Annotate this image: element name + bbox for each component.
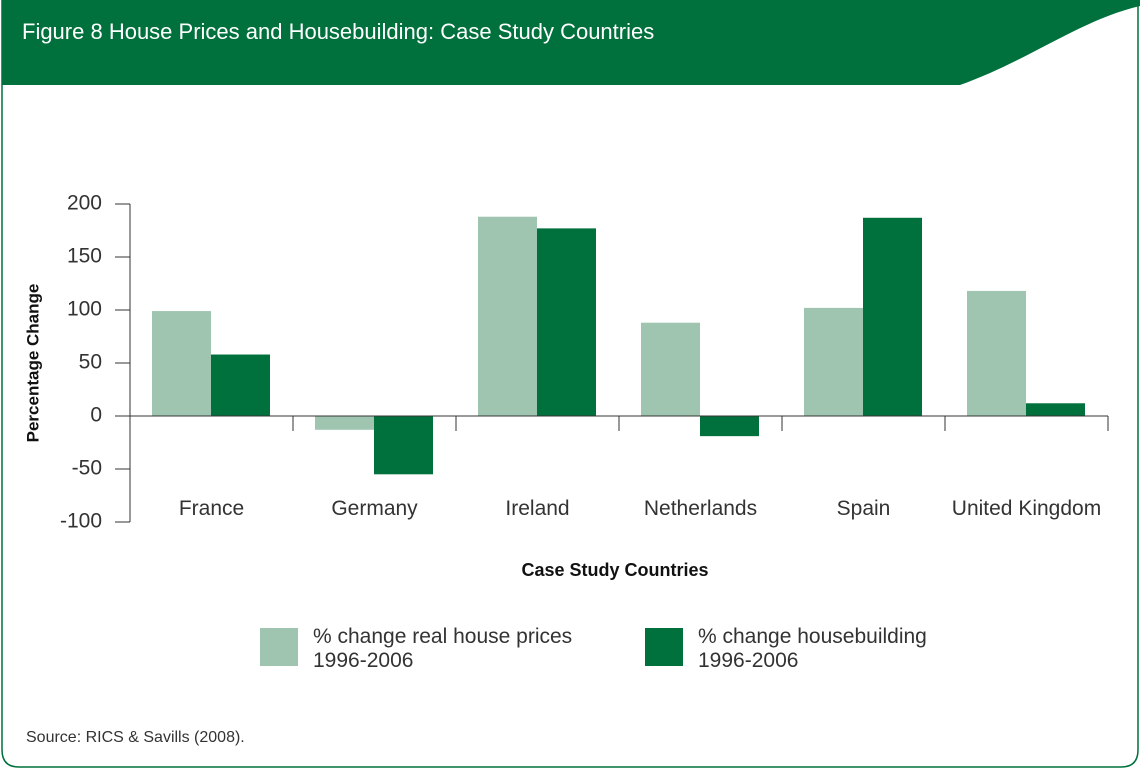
bar — [863, 217, 922, 416]
legend-swatch — [260, 628, 298, 666]
y-axis-title: Percentage Change — [23, 284, 42, 443]
y-tick-label: -50 — [72, 457, 102, 480]
x-tick-label: Germany — [331, 497, 418, 520]
x-tick-label: United Kingdom — [951, 497, 1102, 520]
x-tick-label: France — [178, 497, 245, 520]
bar — [152, 311, 211, 416]
legend-label: % change real house prices 1996-2006 — [313, 625, 573, 672]
y-tick-label: 100 — [67, 298, 102, 321]
x-tick-label: Spain — [836, 497, 891, 520]
bar — [1026, 403, 1085, 416]
bar — [478, 216, 537, 416]
y-tick-label: 150 — [67, 245, 102, 268]
bar — [315, 416, 374, 430]
y-tick-label: 50 — [79, 351, 102, 374]
legend-swatch — [645, 628, 683, 666]
bar — [211, 354, 270, 416]
bar — [537, 228, 596, 416]
y-tick-label: -100 — [60, 510, 102, 533]
header-band — [2, 0, 1140, 85]
y-tick-label: 0 — [90, 404, 102, 427]
x-tick-label: Ireland — [505, 497, 570, 520]
bar — [804, 307, 863, 416]
y-tick-label: 200 — [67, 192, 102, 215]
bar — [967, 290, 1026, 416]
source-note: Source: RICS & Savills (2008). — [26, 729, 245, 746]
legend-label: % change housebuilding 1996-2006 — [698, 625, 927, 672]
x-axis-title: Case Study Countries — [521, 560, 708, 580]
bar — [374, 416, 433, 475]
x-tick-label: Netherlands — [643, 497, 758, 520]
bar — [700, 416, 759, 437]
chart-title: Figure 8 House Prices and Housebuilding:… — [22, 19, 654, 44]
bar — [641, 322, 700, 416]
